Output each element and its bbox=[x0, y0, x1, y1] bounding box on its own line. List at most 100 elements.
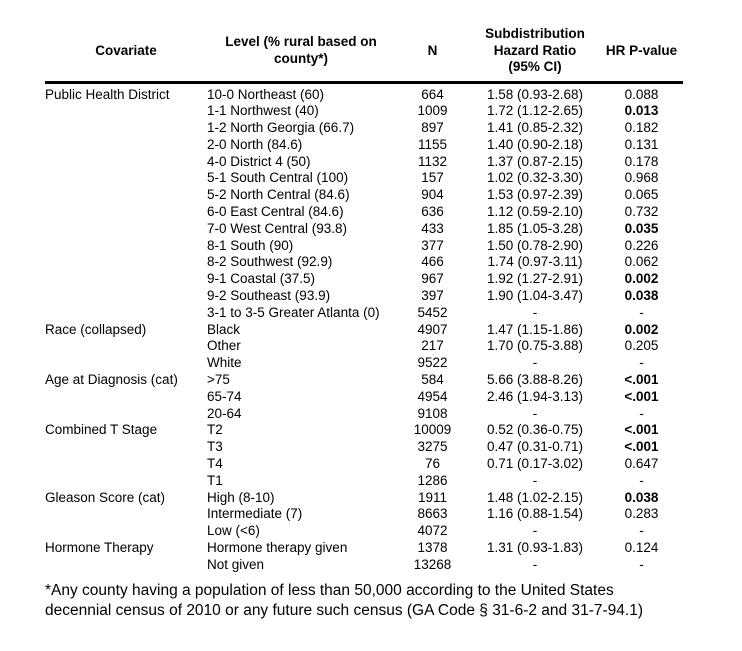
level-cell: 1-2 North Georgia (66.7) bbox=[207, 120, 355, 136]
n-cell: 397 bbox=[421, 288, 444, 304]
table-footnote: *Any county having a population of less … bbox=[45, 582, 643, 619]
p-cell: <.001 bbox=[624, 439, 659, 455]
table-row: T3 3275 0.47 (0.31-0.71) <.001 bbox=[45, 439, 683, 456]
p-cell: <.001 bbox=[624, 388, 659, 404]
covariate-cell bbox=[45, 204, 207, 221]
shr-cell: 0.71 (0.17-3.02) bbox=[486, 456, 584, 472]
n-cell: 157 bbox=[421, 170, 444, 186]
table-row: 9-1 Coastal (37.5) 967 1.92 (1.27-2.91) 0.0… bbox=[45, 271, 683, 288]
table-row: Low (<6) 4072 - - bbox=[45, 523, 683, 540]
covariate-cell bbox=[45, 305, 207, 322]
p-cell: - bbox=[639, 405, 644, 421]
level-cell: 9-2 Southeast (93.9) bbox=[207, 288, 331, 304]
covariate-cell bbox=[45, 170, 207, 187]
shr-cell: 1.02 (0.32-3.30) bbox=[486, 170, 584, 186]
shr-cell: 1.47 (1.15-1.86) bbox=[486, 321, 584, 337]
table-body: Public Health District 10-0 Northeast (60… bbox=[45, 82, 683, 574]
shr-cell: - bbox=[532, 405, 538, 421]
p-cell: 0.038 bbox=[624, 288, 659, 304]
level-cell: Not given bbox=[207, 556, 265, 572]
shr-cell: 0.52 (0.36-0.75) bbox=[486, 422, 584, 438]
table-header: Covariate Level (% rural based on county*… bbox=[45, 26, 683, 84]
table-row: 1-1 Northwest (40) 1009 1.72 (1.12-2.65) 0.… bbox=[45, 103, 683, 120]
level-cell: 9-1 Coastal (37.5) bbox=[207, 271, 316, 287]
level-cell: 2-0 North (84.6) bbox=[207, 136, 303, 152]
n-cell: 4072 bbox=[417, 523, 448, 539]
table-row: 1-2 North Georgia (66.7) 897 1.41 (0.85-2.… bbox=[45, 120, 683, 137]
covariate-cell bbox=[45, 221, 207, 238]
table-row: 5-2 North Central (84.6) 904 1.53 (0.97-2.… bbox=[45, 187, 683, 204]
n-cell: 904 bbox=[421, 187, 444, 203]
table-row: 8-1 South (90) 377 1.50 (0.78-2.90) 0.226 bbox=[45, 238, 683, 255]
p-cell: 0.088 bbox=[624, 86, 659, 102]
n-cell: 1911 bbox=[417, 489, 448, 505]
p-cell: - bbox=[639, 556, 644, 572]
p-cell: 0.035 bbox=[624, 220, 659, 236]
level-cell: Intermediate (7) bbox=[207, 506, 303, 522]
n-cell: 897 bbox=[421, 120, 444, 136]
covariate-cell bbox=[45, 523, 207, 540]
covariate-cell bbox=[45, 187, 207, 204]
p-cell: 0.065 bbox=[624, 187, 659, 203]
p-cell: - bbox=[639, 472, 644, 488]
level-cell: 20-64 bbox=[207, 405, 242, 421]
n-cell: 664 bbox=[421, 86, 444, 102]
p-cell: - bbox=[639, 304, 644, 320]
p-cell: 0.002 bbox=[624, 321, 659, 337]
table-row: 4-0 District 4 (50) 1132 1.37 (0.87-2.15) 0… bbox=[45, 154, 683, 171]
covariate-cell bbox=[45, 120, 207, 137]
level-cell: T4 bbox=[207, 456, 223, 472]
table-row: 9-2 Southeast (93.9) 397 1.90 (1.04-3.47) 0… bbox=[45, 288, 683, 305]
p-cell: 0.062 bbox=[624, 254, 659, 270]
p-cell: 0.226 bbox=[624, 237, 659, 253]
level-cell: T2 bbox=[207, 422, 223, 438]
p-cell: - bbox=[639, 355, 644, 371]
covariate-cell bbox=[45, 238, 207, 255]
covariate-cell: Race (collapsed) bbox=[45, 321, 147, 337]
covariate-cell bbox=[45, 456, 207, 473]
covariate-cell bbox=[45, 103, 207, 120]
shr-cell: 1.74 (0.97-3.11) bbox=[487, 254, 583, 270]
level-cell: 4-0 District 4 (50) bbox=[207, 153, 311, 169]
n-cell: 9522 bbox=[417, 355, 448, 371]
shr-cell: 0.47 (0.31-0.71) bbox=[486, 439, 584, 455]
n-cell: 8663 bbox=[417, 506, 448, 522]
covariate-cell bbox=[45, 288, 207, 305]
shr-cell: 1.72 (1.12-2.65) bbox=[486, 103, 584, 119]
covariate-cell bbox=[45, 439, 207, 456]
n-cell: 4954 bbox=[417, 388, 448, 404]
p-cell: 0.002 bbox=[624, 271, 659, 287]
covariate-cell: Hormone Therapy bbox=[45, 540, 154, 556]
level-cell: Low (<6) bbox=[207, 523, 260, 539]
shr-cell: 2.46 (1.94-3.13) bbox=[486, 388, 584, 404]
header-row: Covariate Level (% rural based on county*… bbox=[45, 26, 683, 84]
table-row: 5-1 South Central (100) 157 1.02 (0.32-3.3… bbox=[45, 170, 683, 187]
n-cell: 1378 bbox=[417, 540, 448, 556]
n-cell: 10009 bbox=[413, 422, 452, 438]
covariate-cell: Age at Diagnosis (cat) bbox=[45, 372, 178, 388]
table-row: Intermediate (7) 8663 1.16 (0.88-1.54) 0.28… bbox=[45, 506, 683, 523]
p-cell: - bbox=[639, 523, 644, 539]
covariate-cell bbox=[45, 557, 207, 574]
covariate-cell: Gleason Score (cat) bbox=[45, 489, 166, 505]
table-row: 6-0 East Central (84.6) 636 1.12 (0.59-2.1… bbox=[45, 204, 683, 221]
p-cell: 0.182 bbox=[624, 120, 659, 136]
n-cell: 13268 bbox=[413, 556, 452, 572]
shr-cell: 1.92 (1.27-2.91) bbox=[486, 271, 584, 287]
n-cell: 4907 bbox=[417, 321, 448, 337]
shr-cell: 5.66 (3.88-8.26) bbox=[486, 372, 584, 388]
covariate-cell bbox=[45, 389, 207, 406]
results-table-container: Covariate Level (% rural based on county*… bbox=[45, 26, 683, 574]
covariate-cell: Combined T Stage bbox=[45, 422, 158, 438]
p-cell: 0.283 bbox=[624, 506, 659, 522]
level-cell: 65-74 bbox=[207, 388, 242, 404]
n-cell: 1132 bbox=[417, 153, 448, 169]
shr-cell: 1.40 (0.90-2.18) bbox=[486, 136, 584, 152]
column-header-n: N bbox=[395, 26, 470, 84]
shr-cell: 1.41 (0.85-2.32) bbox=[486, 120, 584, 136]
shr-cell: 1.58 (0.93-2.68) bbox=[486, 86, 584, 102]
table-row: Combined T Stage T2 10009 0.52 (0.36-0.75) <… bbox=[45, 422, 683, 439]
p-cell: 0.131 bbox=[624, 136, 659, 152]
table-row: Hormone Therapy Hormone therapy given 1378… bbox=[45, 540, 683, 557]
p-cell: 0.013 bbox=[624, 103, 659, 119]
